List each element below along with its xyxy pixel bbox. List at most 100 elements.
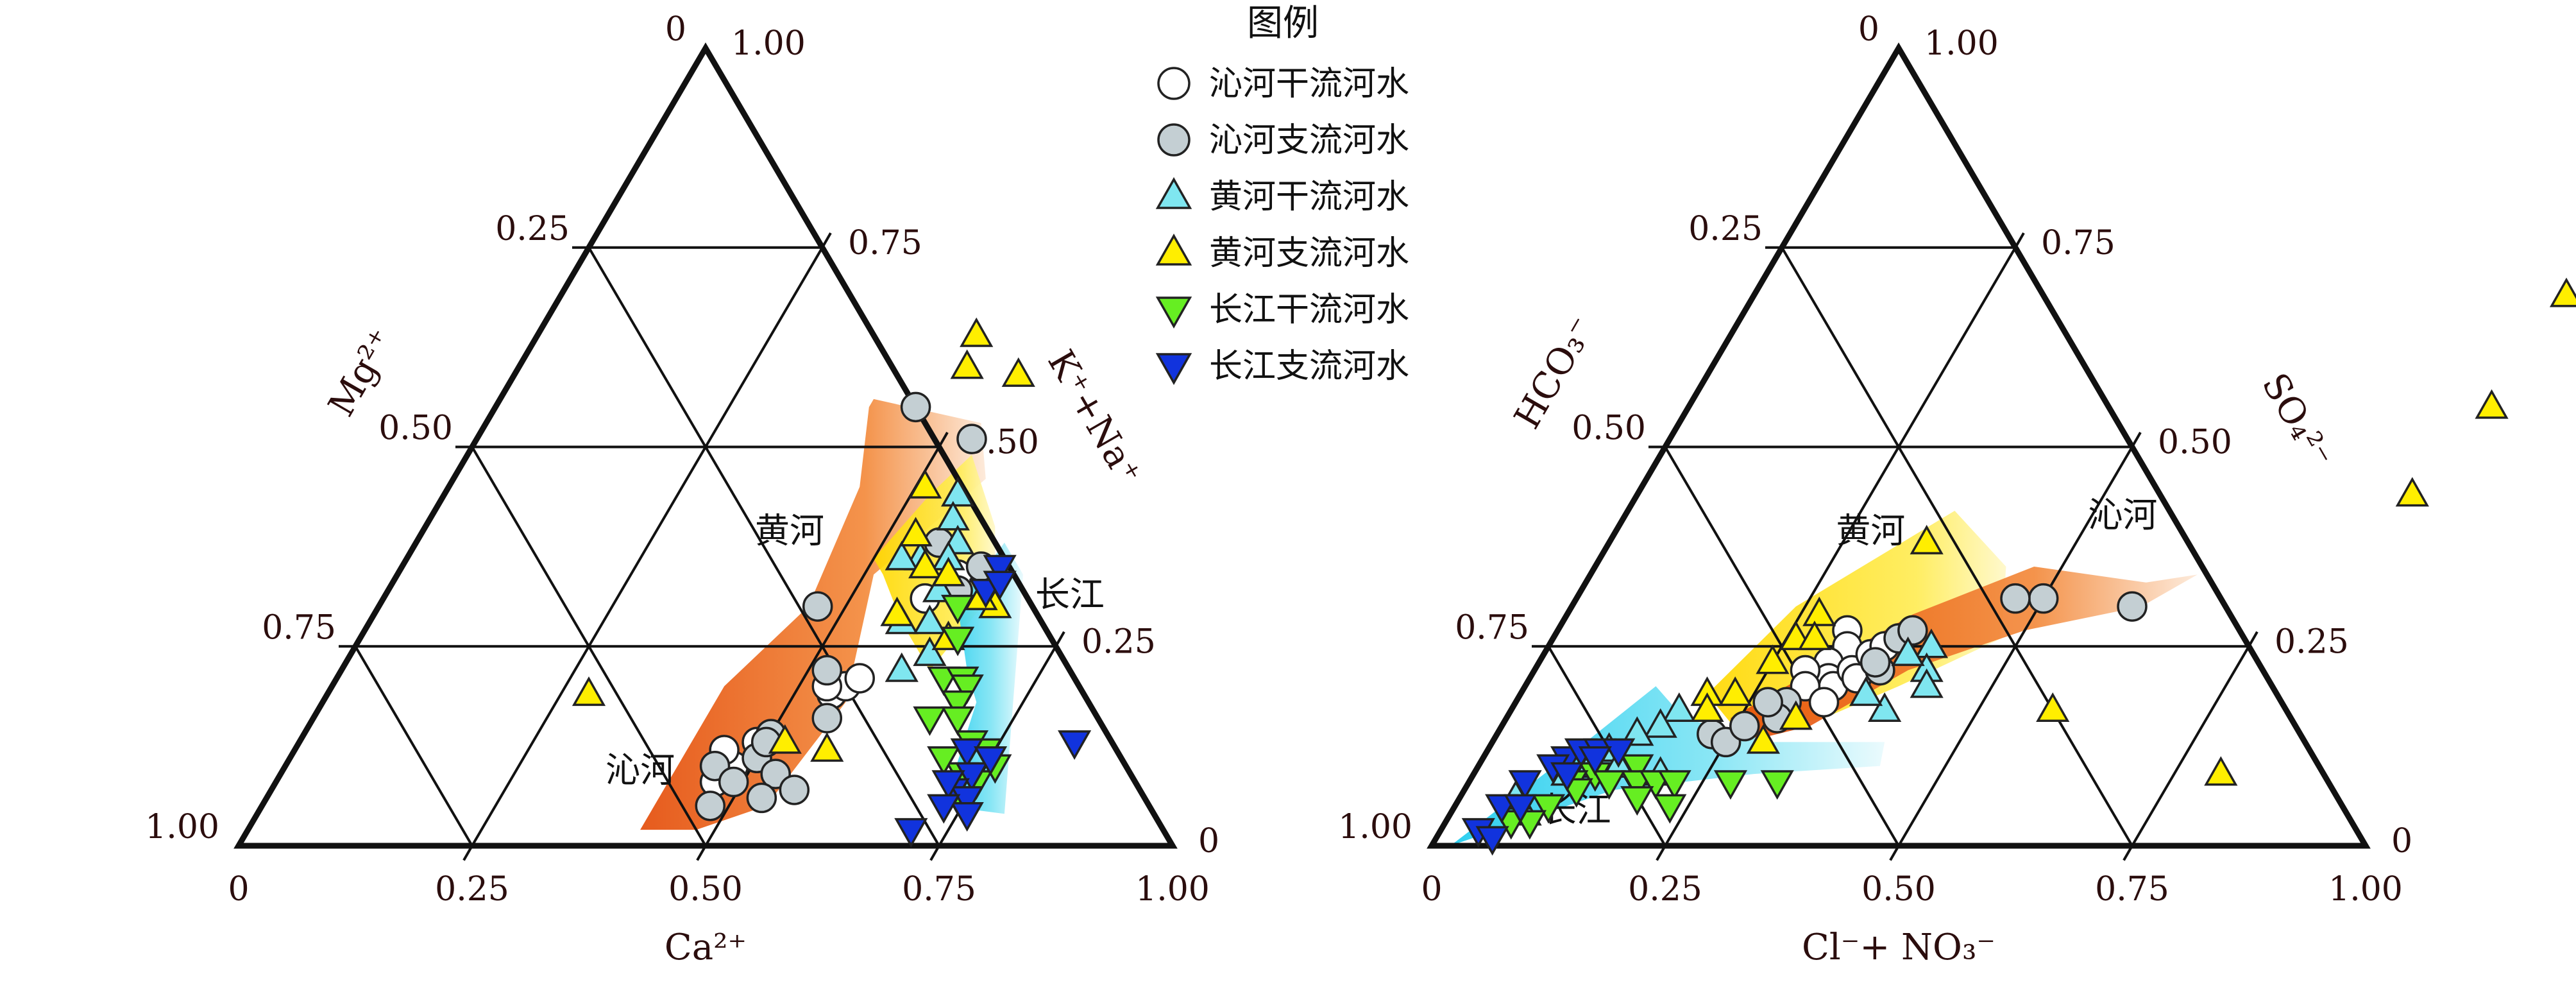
yangtze_trib-point bbox=[950, 786, 984, 816]
yellow_trib-point bbox=[1779, 700, 1813, 730]
yellow_trib-point bbox=[950, 349, 984, 379]
yellow_main-point bbox=[941, 477, 975, 507]
bottom-tick-label: 0.75 bbox=[902, 870, 976, 909]
legend-item: 长江支流河水 bbox=[1155, 347, 1409, 386]
yellow_trib-point bbox=[1756, 644, 1790, 674]
yellow_main-point bbox=[1910, 668, 1944, 698]
yangtze_main-point bbox=[927, 746, 961, 776]
yangtze_trib-point bbox=[1602, 738, 1636, 768]
yangtze_trib-point bbox=[983, 570, 1017, 601]
qin_trib-point bbox=[802, 591, 833, 622]
qin_trib-series bbox=[1697, 583, 2148, 758]
yangtze_trib-point bbox=[1550, 762, 1584, 792]
cation-tick-labels: 00 1.000.250.25 0.750.500.50 0.500.750.75 0.… bbox=[145, 10, 1219, 909]
qin_trib-point bbox=[695, 791, 726, 821]
yellow_trib-point bbox=[1797, 621, 1832, 651]
qin_main-point bbox=[1808, 687, 1840, 718]
yellow_main-point bbox=[936, 501, 970, 531]
yangtze_main-point bbox=[1760, 770, 1794, 800]
yellow_trib-point bbox=[1690, 692, 1724, 722]
yellow_main-point bbox=[1849, 676, 1883, 707]
qin_main-point bbox=[844, 663, 875, 694]
left-tick-label: 0.25 bbox=[1688, 210, 1763, 248]
qin_trib-point bbox=[779, 775, 810, 805]
qin_trib-point bbox=[2117, 591, 2148, 622]
yellow_trib-series bbox=[572, 317, 1035, 762]
yellow_trib-point bbox=[960, 317, 994, 347]
anion-data-points bbox=[1461, 277, 2576, 856]
yellow_trib-point bbox=[2036, 692, 2070, 722]
axis-title-ca: Ca²⁺ bbox=[665, 927, 747, 968]
tick-mark bbox=[821, 232, 832, 248]
tick-mark bbox=[1656, 845, 1666, 861]
yellow_trib-point bbox=[931, 556, 965, 587]
grid-line bbox=[2131, 646, 2250, 847]
yellow_trib-point bbox=[1001, 357, 1035, 387]
qin-field bbox=[1730, 566, 2198, 742]
yellow_trib-point bbox=[768, 724, 802, 754]
right-tick-label: 0.75 bbox=[848, 224, 922, 262]
yangtze_main-point bbox=[1657, 770, 1691, 800]
tick-mark bbox=[2123, 845, 2133, 861]
yellow_trib-point bbox=[2549, 277, 2576, 307]
legend-qin_trib-marker bbox=[1157, 123, 1191, 157]
left-tick-label: 0.75 bbox=[262, 608, 336, 647]
yellow_trib-point bbox=[2395, 477, 2429, 507]
anion-tick-labels: 00 1.000.250.25 0.750.500.50 0.500.750.75 0.… bbox=[1338, 10, 2412, 909]
tick-mark bbox=[462, 845, 473, 861]
yangtze_trib-point bbox=[931, 770, 965, 800]
qin_trib-point bbox=[2028, 583, 2059, 614]
yellow_main-point bbox=[885, 540, 919, 570]
yellow_trib-point bbox=[899, 517, 933, 547]
tick-mark bbox=[2014, 232, 2025, 248]
tick-mark bbox=[2131, 431, 2142, 448]
yellow_main-point bbox=[885, 652, 919, 682]
yellow_main-point bbox=[913, 636, 947, 666]
right-tick-label: 0.75 bbox=[2041, 224, 2115, 262]
region-label: 黄河 bbox=[1836, 511, 1905, 551]
yangtze_trib-point bbox=[894, 818, 928, 848]
bottom-tick-label: 0.50 bbox=[668, 870, 743, 909]
qin_trib-point bbox=[718, 766, 749, 798]
grid-line bbox=[354, 646, 473, 847]
legend-qin_main-marker bbox=[1157, 67, 1191, 100]
yellow_trib-point bbox=[1910, 524, 1944, 554]
yangtze_trib-point bbox=[950, 738, 984, 768]
grid-line bbox=[1781, 246, 2133, 847]
qin_trib-point bbox=[900, 391, 931, 423]
yangtze_trib-point bbox=[1578, 746, 1612, 776]
yellow_trib-point bbox=[908, 549, 942, 579]
yangtze_main-point bbox=[941, 690, 975, 721]
anion-ternary-diagram: 00 1.000.250.25 0.750.500.50 0.500.750.75 0.… bbox=[1338, 10, 2576, 968]
qin_trib-point bbox=[956, 424, 987, 454]
yellow_main-point bbox=[913, 604, 947, 635]
yellow_trib-point bbox=[908, 468, 942, 499]
right-tick-label: 0.25 bbox=[2275, 622, 2349, 661]
yangtze_trib-point bbox=[950, 802, 984, 832]
yellow_main-point bbox=[1891, 636, 1925, 666]
left-tick-label: 0 bbox=[665, 10, 686, 49]
yellow_trib-point bbox=[810, 732, 844, 762]
legend-yellow_trib-marker bbox=[1155, 234, 1192, 266]
yangtze_main-point bbox=[941, 594, 975, 624]
yellow_main-point bbox=[1868, 692, 1902, 722]
yangtze-field bbox=[1450, 686, 1885, 846]
left-tick-label: 1.00 bbox=[145, 808, 219, 846]
grid-line bbox=[471, 446, 707, 847]
yangtze_trib-point bbox=[1504, 794, 1538, 824]
yellow_main-series bbox=[885, 477, 975, 682]
yangtze_trib-point bbox=[1058, 730, 1092, 760]
yellow_main-point bbox=[1662, 692, 1696, 722]
legend-title: 图例 bbox=[1247, 3, 1319, 44]
right-tick-label: 0.25 bbox=[1081, 622, 1156, 661]
legend-item: 沁河干流河水 bbox=[1157, 65, 1409, 103]
legend-yellow_main-marker bbox=[1155, 177, 1192, 209]
axis-title-kna: K⁺+Na⁺ bbox=[1039, 343, 1149, 492]
left-tick-label: 0.50 bbox=[1572, 409, 1646, 448]
qin_trib-point bbox=[1729, 710, 1760, 742]
qin_trib-point bbox=[1752, 687, 1783, 718]
tick-mark bbox=[929, 845, 940, 861]
yangtze_main-point bbox=[1592, 770, 1626, 800]
